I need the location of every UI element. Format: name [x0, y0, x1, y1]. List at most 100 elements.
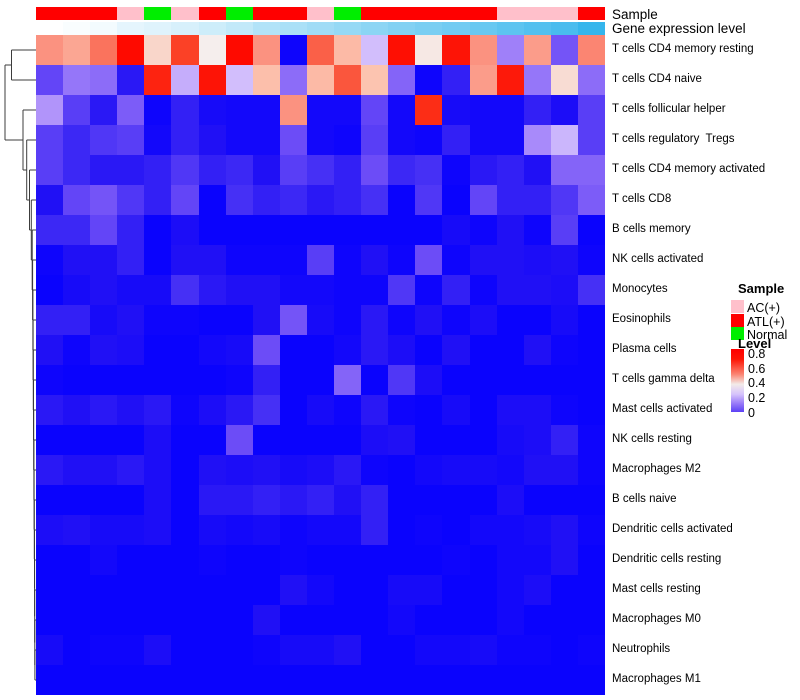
heatmap-cell: [279, 515, 308, 545]
heatmap-cell: [144, 305, 172, 335]
heatmap-cell: [577, 35, 606, 65]
heatmap-cell: [550, 245, 579, 275]
heatmap-cell: [334, 185, 362, 215]
row-label: NK cells activated: [612, 253, 704, 265]
heatmap-cell: [523, 485, 552, 515]
heatmap-cell: [415, 635, 443, 665]
heatmap-cell: [198, 125, 227, 155]
heatmap-cell: [117, 635, 145, 665]
row-label: Macrophages M2: [612, 463, 701, 475]
level-tick: 0: [748, 405, 755, 420]
heatmap-cell: [117, 455, 145, 485]
row-label: B cells memory: [612, 223, 691, 235]
heatmap-cell: [63, 65, 91, 95]
heatmap-cell: [225, 335, 254, 365]
gene-expression-cell: [252, 22, 281, 35]
heatmap-cell: [388, 365, 416, 395]
heatmap-cell: [415, 35, 443, 65]
heatmap-cell: [469, 545, 498, 575]
heatmap-cell: [334, 515, 362, 545]
heatmap-cell: [198, 365, 227, 395]
heatmap-cell: [171, 545, 200, 575]
heatmap-cell: [577, 305, 606, 335]
heatmap-cell: [469, 95, 498, 125]
heatmap-cell: [388, 425, 416, 455]
heatmap-cell: [415, 425, 443, 455]
gene-expression-cell: [117, 22, 145, 35]
heatmap-cell: [334, 365, 362, 395]
heatmap-cell: [252, 215, 281, 245]
heatmap-cell: [550, 215, 579, 245]
heatmap-cell: [388, 215, 416, 245]
heatmap-cell: [63, 605, 91, 635]
heatmap-cell: [279, 485, 308, 515]
heatmap-cell: [577, 545, 606, 575]
heatmap-cell: [577, 635, 606, 665]
heatmap-cell: [225, 605, 254, 635]
heatmap-cell: [306, 95, 335, 125]
heatmap-cell: [225, 65, 254, 95]
heatmap-cell: [388, 515, 416, 545]
row-label: T cells CD4 naive: [612, 73, 702, 85]
heatmap-cell: [577, 365, 606, 395]
heatmap-cell: [415, 185, 443, 215]
heatmap-cell: [90, 245, 118, 275]
heatmap-cell: [361, 635, 389, 665]
heatmap-cell: [144, 425, 172, 455]
heatmap-cell: [279, 575, 308, 605]
sample-annotation-cell: [469, 7, 498, 20]
row-label: Dendritic cells resting: [612, 553, 722, 565]
heatmap-cell: [361, 185, 389, 215]
heatmap-cell: [225, 575, 254, 605]
heatmap-cell: [90, 35, 118, 65]
heatmap-cell: [523, 65, 552, 95]
heatmap-cell: [496, 545, 525, 575]
heatmap-cell: [523, 365, 552, 395]
heatmap-cell: [442, 185, 471, 215]
heatmap-cell: [144, 245, 172, 275]
heatmap-cell: [198, 65, 227, 95]
heatmap-cell: [442, 605, 471, 635]
heatmap-cell: [36, 305, 64, 335]
heatmap-cell: [252, 35, 281, 65]
heatmap-cell: [171, 665, 200, 695]
heatmap-cell: [496, 185, 525, 215]
heatmap-cell: [198, 455, 227, 485]
heatmap-cell: [279, 335, 308, 365]
heatmap-cell: [279, 215, 308, 245]
row-label: Plasma cells: [612, 343, 677, 355]
heatmap-cell: [144, 65, 172, 95]
heatmap-cell: [550, 635, 579, 665]
gene-expression-cell: [36, 22, 64, 35]
heatmap-cell: [171, 95, 200, 125]
heatmap-cell: [225, 95, 254, 125]
heatmap-cell: [361, 215, 389, 245]
heatmap-cell: [225, 275, 254, 305]
heatmap-cell: [279, 95, 308, 125]
heatmap-cell: [469, 605, 498, 635]
row-label: Eosinophils: [612, 313, 671, 325]
heatmap-cell: [225, 35, 254, 65]
heatmap-cell: [36, 35, 64, 65]
heatmap-cell: [225, 185, 254, 215]
heatmap-cell: [442, 35, 471, 65]
heatmap-cell: [388, 35, 416, 65]
heatmap-cell: [144, 515, 172, 545]
heatmap-cell: [469, 365, 498, 395]
heatmap-cell: [550, 545, 579, 575]
heatmap-cell: [63, 125, 91, 155]
heatmap-cell: [388, 185, 416, 215]
heatmap-cell: [63, 515, 91, 545]
gene-expression-cell: [334, 22, 362, 35]
gene-expression-cell: [144, 22, 172, 35]
heatmap-cell: [577, 575, 606, 605]
sample-annotation-cell: [361, 7, 389, 20]
heatmap-cell: [388, 95, 416, 125]
heatmap-cell: [523, 635, 552, 665]
heatmap-cell: [523, 185, 552, 215]
heatmap-cell: [306, 665, 335, 695]
heatmap-cell: [36, 395, 64, 425]
heatmap-cell: [225, 245, 254, 275]
heatmap-cell: [361, 455, 389, 485]
heatmap-cell: [90, 125, 118, 155]
